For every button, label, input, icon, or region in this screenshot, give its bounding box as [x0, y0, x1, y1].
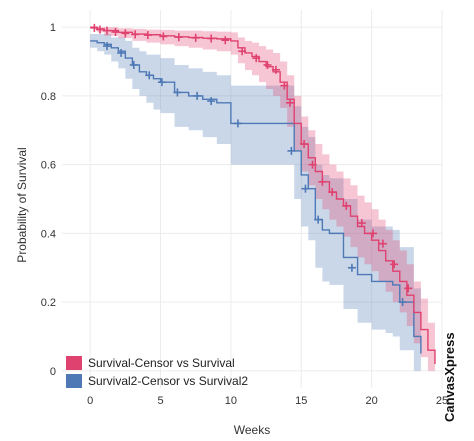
x-tick-label: 15 [295, 395, 307, 407]
censor-mark-series-2 [157, 78, 166, 87]
x-tick-label: 0 [87, 395, 93, 407]
censor-mark-series-1 [131, 30, 140, 39]
censor-mark-series-1 [369, 229, 378, 238]
censor-mark-series-1 [357, 219, 366, 228]
censor-mark-series-1 [207, 34, 216, 43]
x-axis-title: Weeks [234, 423, 270, 437]
censor-mark-series-2 [233, 119, 242, 128]
legend-item-1[interactable]: Survival-Censor vs Survival [66, 356, 235, 370]
grid [62, 10, 443, 388]
censor-mark-series-1 [111, 27, 120, 36]
y-axis-ticks: 0 0.2 0.4 0.6 0.8 1 [41, 22, 56, 378]
censor-mark-series-1 [252, 54, 261, 63]
censor-mark-series-1 [103, 26, 112, 35]
censor-mark-series-1 [90, 23, 99, 32]
censor-mark-series-1 [174, 33, 183, 42]
x-tick-label: 5 [157, 395, 163, 407]
censor-mark-series-2 [103, 42, 112, 51]
censor-mark-series-2 [145, 71, 154, 80]
censor-mark-series-2 [287, 146, 296, 155]
legend-label-1: Survival-Censor vs Survival [88, 356, 235, 370]
censor-mark-series-1 [404, 284, 413, 293]
censor-mark-series-2 [129, 60, 138, 69]
censor-mark-series-1 [286, 98, 294, 107]
censor-mark-series-2 [193, 91, 202, 100]
censor-marks [90, 23, 413, 307]
y-tick-label: 0.2 [41, 297, 56, 309]
censor-mark-series-1 [96, 25, 104, 34]
censor-mark-series-1 [390, 260, 399, 269]
legend-item-2[interactable]: Survival2-Censor vs Survival2 [66, 374, 248, 388]
confidence-bands [90, 27, 435, 371]
x-tick-label: 20 [366, 395, 378, 407]
censor-mark-series-1 [221, 36, 230, 45]
y-tick-label: 0.8 [41, 91, 56, 103]
censor-mark-series-1 [263, 60, 272, 69]
confidence-band-series-2 [90, 34, 421, 371]
censor-mark-series-1 [271, 65, 280, 74]
legend-swatch-2 [66, 374, 82, 388]
censor-mark-series-1 [238, 47, 247, 56]
canvasxpress-brand: CanvasXpress [442, 332, 457, 422]
x-tick-label: 10 [225, 395, 237, 407]
legend: Survival-Censor vs Survival Survival2-Ce… [66, 356, 248, 388]
censor-mark-series-1 [342, 201, 351, 210]
censor-mark-series-2 [117, 48, 126, 57]
y-axis-title: Probability of Survival [15, 147, 29, 262]
survival-line-series-1 [90, 26, 436, 364]
y-tick-label: 0.4 [41, 228, 56, 240]
censor-mark-series-1 [300, 140, 309, 149]
legend-swatch-1 [66, 356, 82, 370]
legend-label-2: Survival2-Censor vs Survival2 [88, 374, 248, 388]
censor-mark-series-2 [173, 88, 182, 97]
censor-mark-series-1 [121, 29, 130, 38]
censor-mark-series-2 [314, 215, 323, 224]
censor-mark-series-2 [398, 298, 407, 307]
censor-mark-series-1 [328, 188, 337, 197]
y-tick-label: 0 [50, 366, 56, 378]
censor-mark-series-1 [143, 31, 152, 40]
censor-mark-series-1 [159, 32, 168, 41]
y-tick-label: 1 [50, 22, 56, 34]
censor-mark-series-1 [318, 177, 327, 186]
x-tick-label: 25 [436, 395, 448, 407]
censor-mark-series-1 [191, 33, 200, 42]
censor-mark-series-2 [301, 184, 310, 193]
censor-mark-series-1 [280, 81, 289, 90]
censor-mark-series-2 [347, 263, 356, 272]
y-tick-label: 0.6 [41, 160, 56, 172]
censor-mark-series-2 [207, 97, 216, 106]
censor-mark-series-1 [308, 160, 317, 169]
censor-mark-series-1 [378, 239, 387, 248]
x-axis-ticks: 0 5 10 15 20 25 [87, 395, 448, 407]
